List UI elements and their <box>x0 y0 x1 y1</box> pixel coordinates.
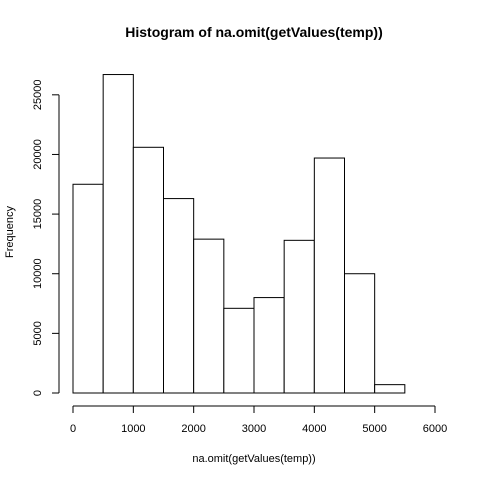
y-tick-label-1: 5000 <box>32 321 44 345</box>
y-tick-label-5: 25000 <box>32 80 44 111</box>
x-axis-label: na.omit(getValues(temp)) <box>192 453 315 465</box>
histogram-bar-1 <box>102 74 134 394</box>
x-tick-label-2: 2000 <box>181 423 205 435</box>
x-axis: 0 1000 2000 3000 4000 5000 6000 <box>70 405 447 435</box>
y-tick-label-2: 10000 <box>32 258 44 289</box>
histogram-bar-8 <box>313 157 346 394</box>
y-tick-label-4: 20000 <box>32 139 44 170</box>
x-tick-label-3: 3000 <box>242 423 266 435</box>
histogram-bar-3 <box>163 198 195 394</box>
histogram-bar-9 <box>344 273 376 394</box>
x-tick-label-5: 5000 <box>362 423 386 435</box>
x-tick-label-0: 0 <box>70 423 76 435</box>
histogram-bar-4 <box>193 238 225 394</box>
histogram-bar-5 <box>223 307 255 394</box>
y-axis: 0 5000 10000 15000 20000 25000 <box>32 80 60 396</box>
histogram-bar-6 <box>253 297 285 394</box>
y-axis-label: Frequency <box>4 206 16 258</box>
chart-title: Histogram of na.omit(getValues(temp)) <box>125 24 382 40</box>
x-tick-label-4: 4000 <box>302 423 326 435</box>
x-tick-label-6: 6000 <box>423 423 447 435</box>
x-tick-label-1: 1000 <box>121 423 145 435</box>
bars-group <box>72 74 406 394</box>
y-tick-label-3: 15000 <box>32 199 44 230</box>
histogram-bar-0 <box>72 183 104 394</box>
y-tick-label-0: 0 <box>32 390 44 396</box>
histogram-bar-2 <box>132 146 164 394</box>
histogram-bar-7 <box>283 239 315 394</box>
histogram-bar-10 <box>374 384 406 394</box>
